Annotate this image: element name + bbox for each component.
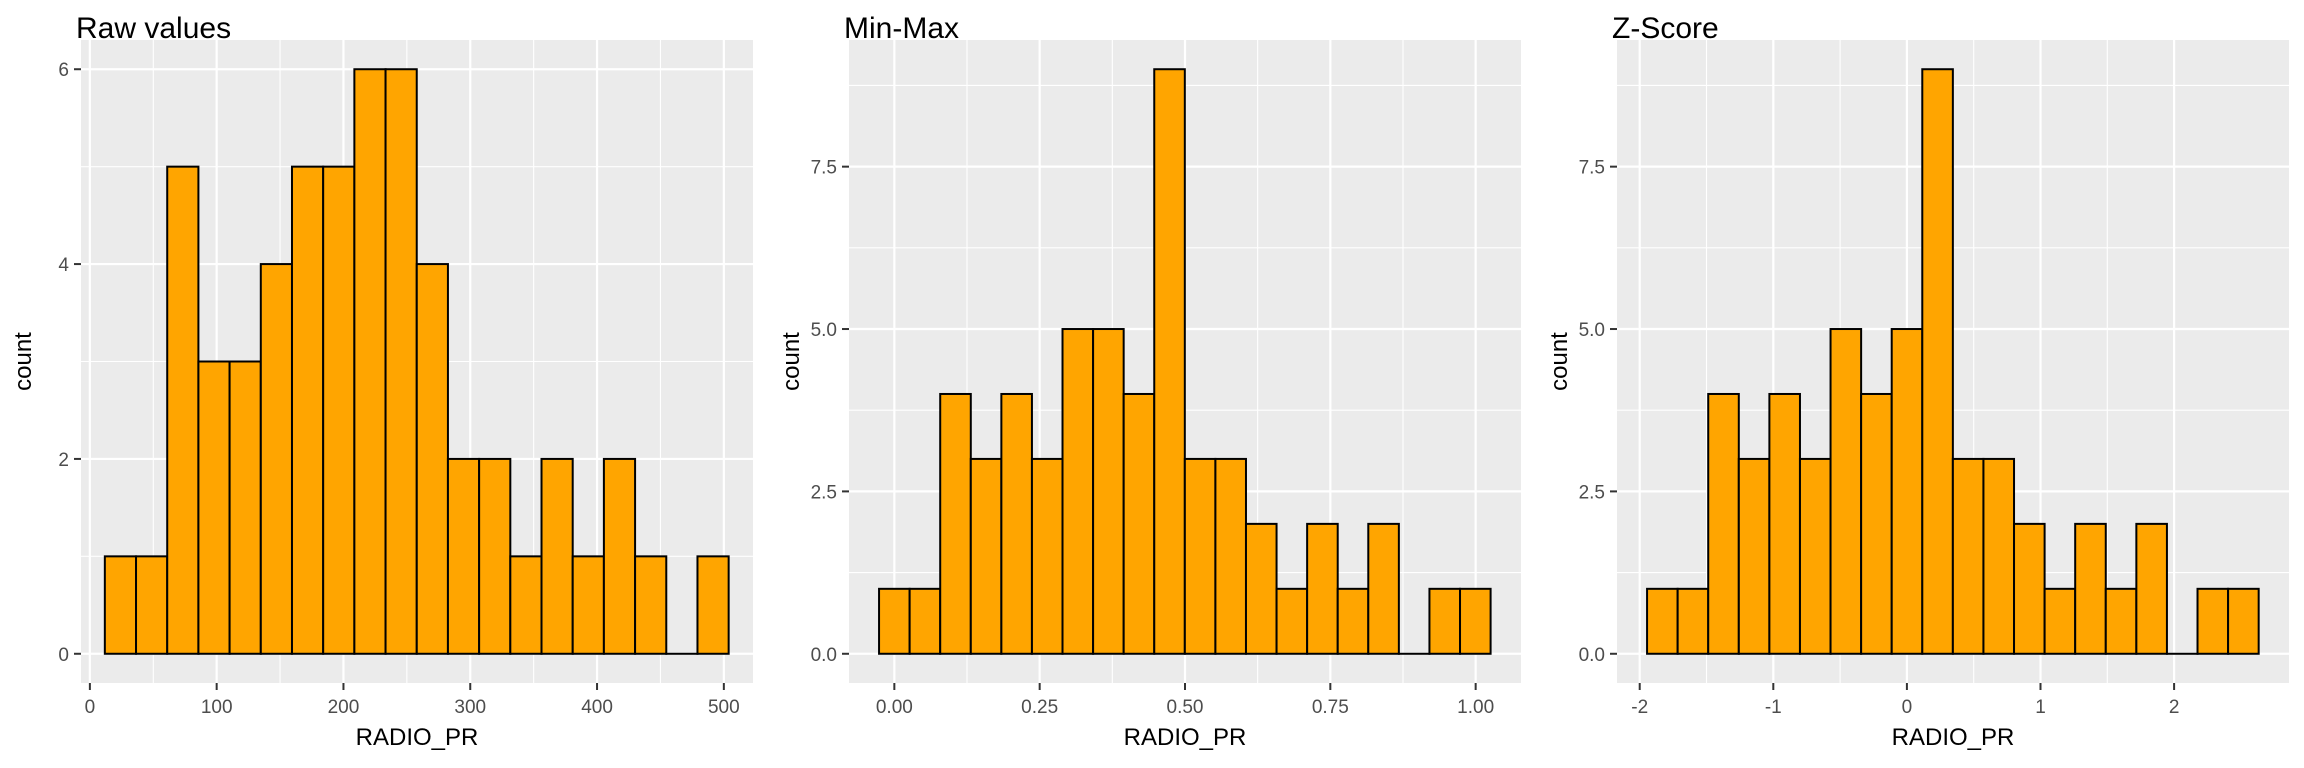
histogram-bar: [1092, 328, 1125, 655]
x-tick-label: 0: [85, 697, 96, 718]
y-tick-label: 2: [58, 450, 69, 471]
histogram-bar: [384, 68, 418, 655]
x-axis-label: RADIO_PR: [1124, 724, 1247, 751]
histogram-bar: [1459, 587, 1492, 655]
histogram-bar: [478, 457, 512, 655]
histogram-bar: [1122, 392, 1156, 655]
histogram-bar: [939, 392, 972, 655]
histogram-bar: [1336, 587, 1370, 655]
x-tick-label: 0.75: [1312, 697, 1349, 718]
histogram-bar: [2013, 522, 2046, 655]
y-tick-label: 4: [58, 255, 69, 276]
x-tick-label: 1: [2035, 697, 2046, 718]
histogram-bar: [103, 555, 138, 655]
x-tick-label: -1: [1765, 697, 1782, 718]
x-tick-label: 0.50: [1167, 697, 1204, 718]
histogram-bar: [1030, 457, 1064, 655]
histogram-bar: [1153, 68, 1186, 655]
histogram-bar: [571, 555, 605, 655]
histogram-bar: [1860, 392, 1893, 655]
histogram-bar: [415, 263, 449, 655]
histogram-bar: [540, 457, 574, 655]
y-tick-label: 0.0: [811, 645, 837, 666]
histogram-bar: [166, 165, 200, 655]
histogram-bar: [969, 457, 1003, 655]
histogram-bar: [1214, 457, 1247, 655]
chart-panel-1: 0 100 200 300 400 500 0 2 4 6 Raw values RADIO_PR co…: [10, 12, 753, 751]
histogram-bar: [353, 68, 387, 655]
histogram-bar: [509, 555, 543, 655]
histogram-bar: [290, 165, 325, 655]
histogram-bar: [1000, 392, 1033, 655]
histogram-bar: [878, 587, 911, 655]
x-tick-label: 1.00: [1457, 697, 1494, 718]
histogram-bar: [1306, 522, 1339, 655]
x-tick-label: 500: [708, 697, 740, 718]
histogram-bar: [2043, 587, 2077, 655]
histogram-bar: [1244, 522, 1278, 655]
histogram-bar: [908, 587, 942, 655]
x-tick-label: 2: [2169, 697, 2180, 718]
chart-panel-3: -2 -1 0 1 2 0.0 2.5 5.0 7.5 Z-Score RADIO_PR count: [1546, 12, 2289, 751]
y-axis-label: count: [10, 332, 37, 391]
histogram-bar: [1367, 522, 1400, 655]
x-tick-label: 100: [201, 697, 233, 718]
histogram-bar: [1428, 587, 1462, 655]
x-tick-label: 200: [328, 697, 360, 718]
histogram-bar: [446, 457, 481, 655]
y-tick-label: 0: [58, 645, 69, 666]
histogram-bar: [696, 555, 730, 655]
y-tick-label: 2.5: [811, 482, 837, 503]
x-tick-label: -2: [1631, 697, 1648, 718]
histogram-bar: [259, 263, 293, 655]
chart-title: Z-Score: [1612, 12, 1719, 45]
x-tick-label: 300: [454, 697, 486, 718]
histogram-bar: [2074, 522, 2107, 655]
x-axis-label: RADIO_PR: [356, 724, 479, 751]
histogram-bar: [1061, 328, 1095, 655]
histogram-bar: [1676, 587, 1710, 655]
histogram-bar: [1982, 457, 2016, 655]
y-axis-label: count: [778, 332, 805, 391]
chart-title: Min-Max: [844, 12, 959, 45]
histogram-bar: [228, 360, 262, 655]
histogram-bar: [1890, 328, 1924, 655]
x-axis-label: RADIO_PR: [1892, 724, 2015, 751]
histogram-bar: [1275, 587, 1309, 655]
histogram-bar: [1183, 457, 1217, 655]
histogram-bar: [1707, 392, 1740, 655]
histogram-bar: [1798, 457, 1832, 655]
histogram-bar: [322, 165, 356, 655]
histogram-bar: [2104, 587, 2138, 655]
histogram-bar: [1921, 68, 1954, 655]
x-tick-label: 0: [1902, 697, 1913, 718]
y-tick-label: 5.0: [1579, 320, 1605, 341]
y-tick-label: 5.0: [811, 320, 837, 341]
y-tick-label: 2.5: [1579, 482, 1605, 503]
histogram-bar: [602, 457, 637, 655]
y-axis-label: count: [1546, 332, 1573, 391]
chart-title: Raw values: [76, 12, 231, 45]
histogram-bar: [2135, 522, 2168, 655]
histogram-bar: [1646, 587, 1679, 655]
x-tick-label: 0.00: [876, 697, 913, 718]
x-tick-label: 400: [581, 697, 613, 718]
histogram-bar: [634, 555, 668, 655]
histogram-bar: [135, 555, 169, 655]
x-tick-label: 0.25: [1021, 697, 1058, 718]
histogram-bar: [197, 360, 231, 655]
histogram-bar: [2196, 587, 2230, 655]
histogram-bar: [1829, 328, 1863, 655]
y-tick-label: 0.0: [1579, 645, 1605, 666]
y-tick-label: 7.5: [1579, 158, 1605, 179]
histogram-bar: [1768, 392, 1801, 655]
y-tick-label: 7.5: [811, 158, 837, 179]
histogram-bar: [2227, 587, 2260, 655]
chart-panel-2: 0.00 0.25 0.50 0.75 1.00 0.0 2.5 5.0 7.5 Min-Max R…: [778, 12, 1521, 751]
histogram-bar: [1951, 457, 1985, 655]
histogram-bar: [1737, 457, 1771, 655]
y-tick-label: 6: [58, 60, 69, 81]
